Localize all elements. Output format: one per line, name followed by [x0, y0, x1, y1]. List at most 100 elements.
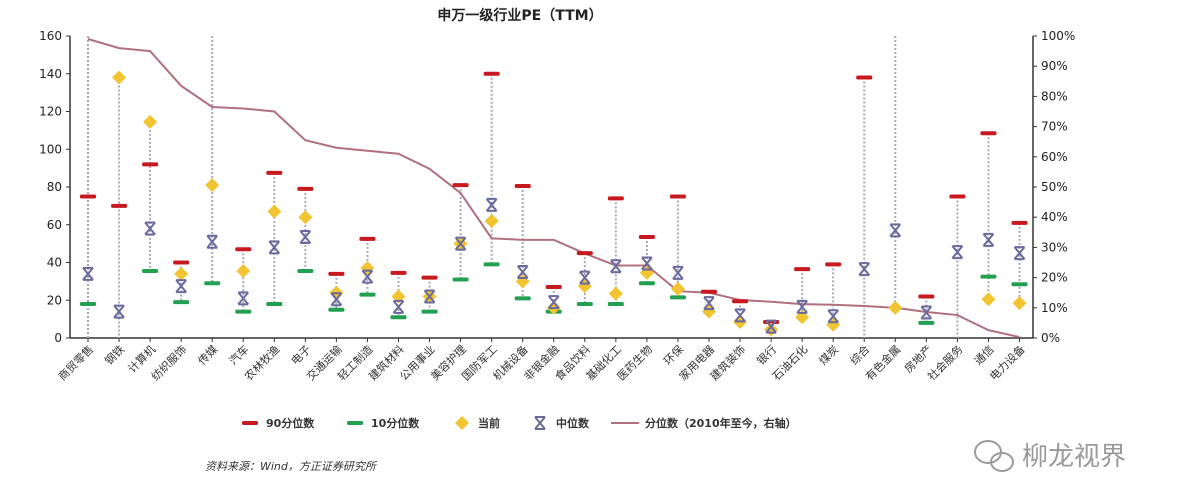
- p90-marker: [732, 299, 749, 304]
- p90-marker: [421, 275, 438, 280]
- current-marker: [888, 300, 903, 315]
- p90-marker: [359, 236, 376, 241]
- p90-marker: [173, 260, 190, 265]
- p90-marker: [514, 184, 531, 189]
- y2-tick-label: 30%: [1041, 240, 1068, 254]
- median-marker: [82, 266, 94, 281]
- y-tick-label: 160: [39, 29, 62, 43]
- median-marker: [175, 279, 187, 294]
- p90-marker: [545, 285, 562, 290]
- current-marker: [764, 322, 779, 337]
- median-marker: [982, 232, 995, 247]
- median-marker: [516, 264, 529, 279]
- category-label: 钢铁: [102, 343, 127, 368]
- category-label: 汽车: [226, 342, 251, 367]
- y-tick-label: 40: [47, 256, 62, 270]
- y-tick-label: 80: [47, 180, 62, 194]
- y2-tick-label: 80%: [1041, 89, 1068, 103]
- p10-marker: [980, 274, 997, 279]
- current-marker: [205, 178, 220, 193]
- median-marker: [827, 309, 839, 324]
- median-marker: [641, 256, 653, 271]
- p10-marker: [266, 302, 283, 307]
- median-marker: [734, 308, 746, 323]
- current-marker: [826, 317, 841, 332]
- y2-tick-label: 20%: [1041, 271, 1068, 285]
- current-marker: [360, 261, 375, 276]
- p90-marker: [80, 194, 96, 199]
- legend-p90-swatch: [242, 421, 258, 425]
- p10-marker: [80, 302, 96, 307]
- y2-tick-label: 100%: [1041, 29, 1075, 43]
- p10-marker: [297, 268, 314, 273]
- category-label: 电子: [289, 343, 314, 368]
- median-marker: [268, 240, 281, 255]
- p10-marker: [669, 295, 686, 300]
- p90-marker: [483, 71, 500, 76]
- category-label: 通信: [972, 343, 997, 368]
- current-marker: [1012, 296, 1027, 311]
- y-tick-label: 60: [47, 218, 62, 232]
- legend-label: 当前: [478, 416, 500, 430]
- category-label: 环保: [661, 342, 686, 367]
- p90-marker: [825, 262, 842, 267]
- p10-marker: [235, 309, 252, 314]
- median-marker: [547, 295, 560, 310]
- p90-marker: [452, 183, 469, 188]
- current-marker: [670, 281, 685, 296]
- category-label: 银行: [754, 342, 779, 367]
- current-marker: [174, 266, 189, 281]
- median-marker: [392, 299, 405, 314]
- median-marker: [485, 197, 498, 212]
- p90-marker: [111, 203, 128, 208]
- median-marker: [858, 262, 871, 277]
- y-tick-label: 100: [39, 142, 62, 156]
- p10-marker: [452, 277, 469, 282]
- p90-marker: [980, 131, 997, 136]
- current-marker: [981, 292, 996, 307]
- y-tick-label: 120: [39, 105, 62, 119]
- current-marker: [484, 213, 499, 228]
- median-marker: [610, 259, 622, 274]
- p10-marker: [514, 296, 531, 301]
- y2-tick-label: 70%: [1041, 120, 1068, 134]
- current-marker: [112, 70, 127, 85]
- median-marker: [144, 221, 156, 236]
- category-label: 煤炭: [817, 343, 842, 368]
- median-marker: [579, 270, 591, 285]
- y2-tick-label: 40%: [1041, 210, 1068, 224]
- y-tick-label: 20: [47, 293, 62, 307]
- current-marker: [455, 416, 469, 430]
- p10-marker: [483, 262, 500, 267]
- p90-marker: [328, 271, 345, 276]
- current-marker: [298, 210, 313, 225]
- legend-label: 10分位数: [371, 416, 420, 430]
- median-marker: [703, 296, 715, 311]
- current-marker: [608, 286, 623, 301]
- p10-marker: [918, 320, 935, 325]
- median-marker: [361, 269, 374, 284]
- source-note: 资料来源：Wind，方正证券研究所: [205, 460, 378, 473]
- median-marker: [299, 230, 312, 245]
- median-marker: [951, 245, 964, 260]
- median-marker: [889, 223, 902, 238]
- p10-marker: [359, 292, 376, 297]
- y-tick-label: 140: [39, 67, 62, 81]
- legend-label: 分位数（2010年至今，右轴）: [645, 416, 797, 430]
- p10-marker: [576, 302, 593, 307]
- p90-marker: [638, 235, 655, 240]
- current-marker: [143, 114, 158, 129]
- p10-marker: [607, 302, 624, 307]
- watermark: 柳龙视界: [974, 440, 1126, 472]
- y2-tick-label: 50%: [1041, 180, 1068, 194]
- p90-marker: [576, 251, 593, 256]
- p90-marker: [390, 270, 407, 275]
- y2-tick-label: 90%: [1041, 59, 1068, 73]
- current-marker: [236, 263, 251, 278]
- p90-marker: [856, 75, 873, 80]
- y2-tick-label: 0%: [1041, 331, 1060, 345]
- median-marker: [454, 236, 467, 251]
- p10-marker: [421, 309, 438, 314]
